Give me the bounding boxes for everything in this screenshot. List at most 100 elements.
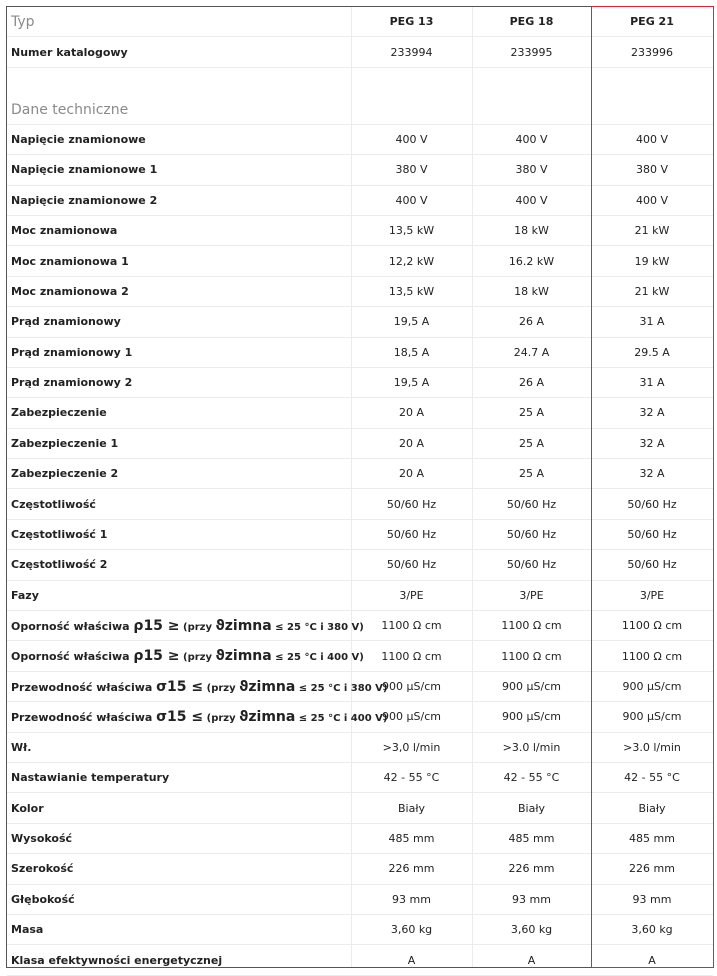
spec-value: 32 A xyxy=(591,428,713,460)
spec-value: 42 - 55 °C xyxy=(351,762,472,794)
spec-value: 25 A xyxy=(472,428,591,460)
spec-label: Napięcie znamionowe 2 xyxy=(7,185,351,216)
spec-value: 3,60 kg xyxy=(591,914,713,946)
spec-label-part: ≤ 25 °C i 380 V) xyxy=(271,621,364,633)
spec-row: Częstotliwość 1 50/60 Hz 50/60 Hz 50/60 Hz xyxy=(7,519,713,551)
spec-value: 3/PE xyxy=(351,580,472,612)
spec-value: A xyxy=(351,944,472,976)
spec-row: Częstotliwość 50/60 Hz 50/60 Hz 50/60 Hz xyxy=(7,488,713,520)
spec-label: Moc znamionowa 1 xyxy=(7,245,351,277)
empty-cell xyxy=(472,67,591,125)
spec-value: 13,5 kW xyxy=(351,215,472,247)
spec-row: Masa 3,60 kg 3,60 kg 3,60 kg xyxy=(7,914,713,946)
spec-label: Zabezpieczenie 2 xyxy=(7,458,351,490)
spec-label-part: Oporność właściwa xyxy=(11,650,134,664)
empty-cell xyxy=(591,67,713,125)
spec-label: Częstotliwość 1 xyxy=(7,519,351,551)
spec-value: Biały xyxy=(351,792,472,824)
spec-value: 380 V xyxy=(472,154,591,186)
spec-value: 16.2 kW xyxy=(472,245,591,277)
spec-value: 29.5 A xyxy=(591,337,713,368)
spec-label: Prąd znamionowy 1 xyxy=(7,337,351,368)
section-row: Dane techniczne xyxy=(7,67,713,125)
spec-value: 900 µS/cm xyxy=(591,701,713,733)
spec-value: 1100 Ω cm xyxy=(351,640,472,672)
spec-value: 25 A xyxy=(472,397,591,429)
spec-label-part: ϑzimna xyxy=(239,678,296,695)
spec-value: 226 mm xyxy=(472,853,591,885)
spec-value: 50/60 Hz xyxy=(591,488,713,520)
spec-row: Klasa efektywności energetycznej A A A xyxy=(7,944,713,976)
spec-value: 21 kW xyxy=(591,276,713,308)
spec-row: Kolor Biały Biały Biały xyxy=(7,792,713,824)
spec-value: 1100 Ω cm xyxy=(591,640,713,672)
spec-row: Moc znamionowa 2 13,5 kW 18 kW 21 kW xyxy=(7,276,713,308)
spec-row: Napięcie znamionowe 400 V 400 V 400 V xyxy=(7,124,713,156)
spec-label-part: ρ15 ≥ xyxy=(133,617,180,634)
spec-label: Szerokość xyxy=(7,853,351,885)
spec-value: Biały xyxy=(472,792,591,824)
spec-value: 50/60 Hz xyxy=(472,549,591,581)
spec-row: Wysokość 485 mm 485 mm 485 mm xyxy=(7,823,713,855)
spec-value: 13,5 kW xyxy=(351,276,472,308)
spec-value: 31 A xyxy=(591,306,713,338)
spec-value: 3,60 kg xyxy=(472,914,591,946)
spec-value: 26 A xyxy=(472,367,591,399)
spec-value: 32 A xyxy=(591,397,713,429)
spec-row: Moc znamionowa 1 12,2 kW 16.2 kW 19 kW xyxy=(7,245,713,277)
spec-label-part: ≤ 25 °C i 380 V) xyxy=(295,682,388,694)
spec-value: 900 µS/cm xyxy=(351,701,472,733)
spec-label: Głębokość xyxy=(7,884,351,915)
spec-label-part: ρ15 ≥ xyxy=(133,648,180,665)
spec-label-part: (przy xyxy=(203,682,240,694)
spec-label: Częstotliwość 2 xyxy=(7,549,351,581)
spec-value: 1100 Ω cm xyxy=(472,640,591,672)
spec-value: 24.7 A xyxy=(472,337,591,368)
spec-label-part: (przy xyxy=(179,652,216,664)
spec-value: >3.0 l/min xyxy=(472,732,591,763)
spec-value: 42 - 55 °C xyxy=(472,762,591,794)
spec-label: Przewodność właściwa σ15 ≤ (przy ϑzimna … xyxy=(7,701,387,733)
spec-value: >3.0 l/min xyxy=(591,732,713,763)
catalog-number: 233994 xyxy=(351,36,472,68)
empty-cell xyxy=(351,67,472,125)
spec-label: Wł. xyxy=(7,732,351,763)
spec-value: 20 A xyxy=(351,428,472,460)
spec-row: Prąd znamionowy 2 19,5 A 26 A 31 A xyxy=(7,367,713,399)
spec-value: 18 kW xyxy=(472,215,591,247)
spec-value: 19,5 A xyxy=(351,367,472,399)
spec-value: 380 V xyxy=(351,154,472,186)
spec-value: 400 V xyxy=(472,124,591,156)
spec-label-part: Przewodność właściwa xyxy=(11,710,157,724)
spec-value: 900 µS/cm xyxy=(472,671,591,703)
spec-value: 21 kW xyxy=(591,215,713,247)
spec-value: 226 mm xyxy=(591,853,713,885)
spec-value: 42 - 55 °C xyxy=(591,762,713,794)
spec-value: 3,60 kg xyxy=(351,914,472,946)
spec-row: Prąd znamionowy 1 18,5 A 24.7 A 29.5 A xyxy=(7,337,713,368)
spec-value: 226 mm xyxy=(351,853,472,885)
spec-label: Moc znamionowa 2 xyxy=(7,276,351,308)
spec-value: A xyxy=(472,944,591,976)
spec-label: Kolor xyxy=(7,792,351,824)
spec-row: Głębokość 93 mm 93 mm 93 mm xyxy=(7,884,713,915)
spec-label: Masa xyxy=(7,914,351,946)
spec-value: 93 mm xyxy=(472,884,591,915)
spec-row: Zabezpieczenie 2 20 A 25 A 32 A xyxy=(7,458,713,490)
spec-value: 93 mm xyxy=(591,884,713,915)
spec-label-part: ϑzimna xyxy=(215,648,272,665)
spec-value: 26 A xyxy=(472,306,591,338)
spec-label: Nastawianie temperatury xyxy=(7,762,351,794)
spec-value: 900 µS/cm xyxy=(591,671,713,703)
spec-row: Oporność właściwa ρ15 ≥ (przy ϑzimna ≤ 2… xyxy=(7,640,713,672)
spec-label-part: σ15 ≤ xyxy=(156,678,204,695)
spec-label-part: (przy xyxy=(179,621,216,633)
spec-value: A xyxy=(591,944,713,976)
spec-label-part: Przewodność właściwa xyxy=(11,680,157,694)
spec-row: Fazy 3/PE 3/PE 3/PE xyxy=(7,580,713,612)
spec-label: Prąd znamionowy 2 xyxy=(7,367,351,399)
spec-value: 900 µS/cm xyxy=(351,671,472,703)
spec-label-part: (przy xyxy=(203,712,240,724)
spec-row: Przewodność właściwa σ15 ≤ (przy ϑzimna … xyxy=(7,701,713,733)
spec-label: Klasa efektywności energetycznej xyxy=(7,944,351,976)
